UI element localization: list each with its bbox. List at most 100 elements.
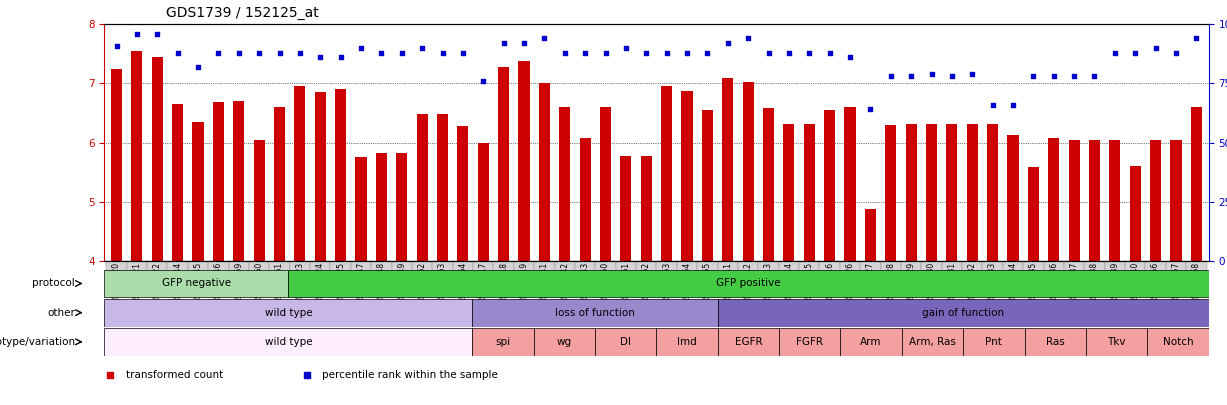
Bar <box>1064 261 1085 288</box>
Text: other: other <box>47 308 75 318</box>
Bar <box>737 261 758 288</box>
Bar <box>172 104 183 261</box>
Bar <box>310 261 330 288</box>
Text: Arm, Ras: Arm, Ras <box>909 337 956 347</box>
Bar <box>640 156 652 261</box>
Bar <box>681 91 692 261</box>
Bar <box>697 261 718 288</box>
Bar <box>799 261 820 288</box>
Bar <box>656 261 677 288</box>
Bar <box>804 124 815 261</box>
Bar <box>274 107 285 261</box>
Bar <box>616 261 636 288</box>
Bar <box>458 126 469 261</box>
Bar <box>212 102 225 261</box>
Bar <box>742 82 753 261</box>
Bar <box>555 261 575 288</box>
Bar <box>270 261 290 288</box>
Text: Pnt: Pnt <box>985 337 1002 347</box>
Bar <box>1028 167 1039 261</box>
Bar <box>1125 261 1146 288</box>
Bar <box>718 261 737 288</box>
Point <box>107 43 126 49</box>
Bar <box>987 124 999 261</box>
Text: Ras: Ras <box>1045 337 1065 347</box>
Point <box>1044 73 1064 79</box>
Point <box>290 49 309 56</box>
Bar <box>472 328 534 356</box>
Bar <box>677 261 697 288</box>
Point <box>677 49 697 56</box>
Text: spi: spi <box>496 337 510 347</box>
Bar <box>104 298 472 327</box>
Bar <box>290 261 310 288</box>
Point <box>718 40 737 47</box>
Point <box>391 49 411 56</box>
Bar <box>702 110 713 261</box>
Bar <box>763 108 774 261</box>
Bar <box>1023 261 1043 288</box>
Point <box>474 78 493 84</box>
Point <box>188 64 207 70</box>
Bar <box>228 261 249 288</box>
Bar <box>921 261 941 288</box>
Bar <box>865 209 876 261</box>
Point <box>820 49 839 56</box>
Bar <box>1086 328 1147 356</box>
Point <box>962 71 982 77</box>
Bar <box>432 261 453 288</box>
Bar <box>1007 135 1018 261</box>
Bar <box>539 83 550 261</box>
Bar <box>152 57 163 261</box>
Text: Tkv: Tkv <box>1107 337 1126 347</box>
Point <box>433 49 453 56</box>
Bar <box>1166 261 1187 288</box>
Text: wg: wg <box>557 337 572 347</box>
Text: FGFR: FGFR <box>796 337 823 347</box>
Bar <box>779 261 799 288</box>
Bar <box>375 153 387 261</box>
Point <box>595 49 615 56</box>
Bar <box>131 51 142 261</box>
Point <box>902 73 921 79</box>
Point <box>779 49 799 56</box>
Point <box>310 54 330 61</box>
Point <box>758 49 778 56</box>
Point <box>800 49 820 56</box>
Text: Arm: Arm <box>860 337 882 347</box>
Bar <box>193 122 204 261</box>
Point <box>575 49 595 56</box>
Point <box>1085 73 1104 79</box>
Bar <box>416 114 428 261</box>
Bar <box>453 261 474 288</box>
Point <box>860 106 880 113</box>
Bar <box>881 261 901 288</box>
Bar <box>1048 138 1059 261</box>
Bar <box>579 138 590 261</box>
Point <box>942 73 962 79</box>
Bar <box>391 261 412 288</box>
Bar <box>1085 261 1104 288</box>
Point <box>535 35 555 42</box>
Point <box>1106 49 1125 56</box>
Bar <box>396 153 407 261</box>
Text: GDS1739 / 152125_at: GDS1739 / 152125_at <box>166 6 318 20</box>
Bar <box>288 269 1209 298</box>
Point <box>656 49 676 56</box>
Point <box>331 54 351 61</box>
Bar <box>1146 261 1166 288</box>
Bar <box>825 110 836 261</box>
Bar <box>1147 328 1209 356</box>
Point <box>840 54 860 61</box>
Bar <box>104 269 288 298</box>
Bar <box>1025 328 1086 356</box>
Point <box>147 30 167 37</box>
Bar <box>820 261 839 288</box>
Bar <box>1002 261 1023 288</box>
Point <box>1187 35 1206 42</box>
Bar <box>723 77 734 261</box>
Point <box>555 49 574 56</box>
Text: wild type: wild type <box>265 337 312 347</box>
Bar <box>779 328 840 356</box>
Bar <box>983 261 1002 288</box>
